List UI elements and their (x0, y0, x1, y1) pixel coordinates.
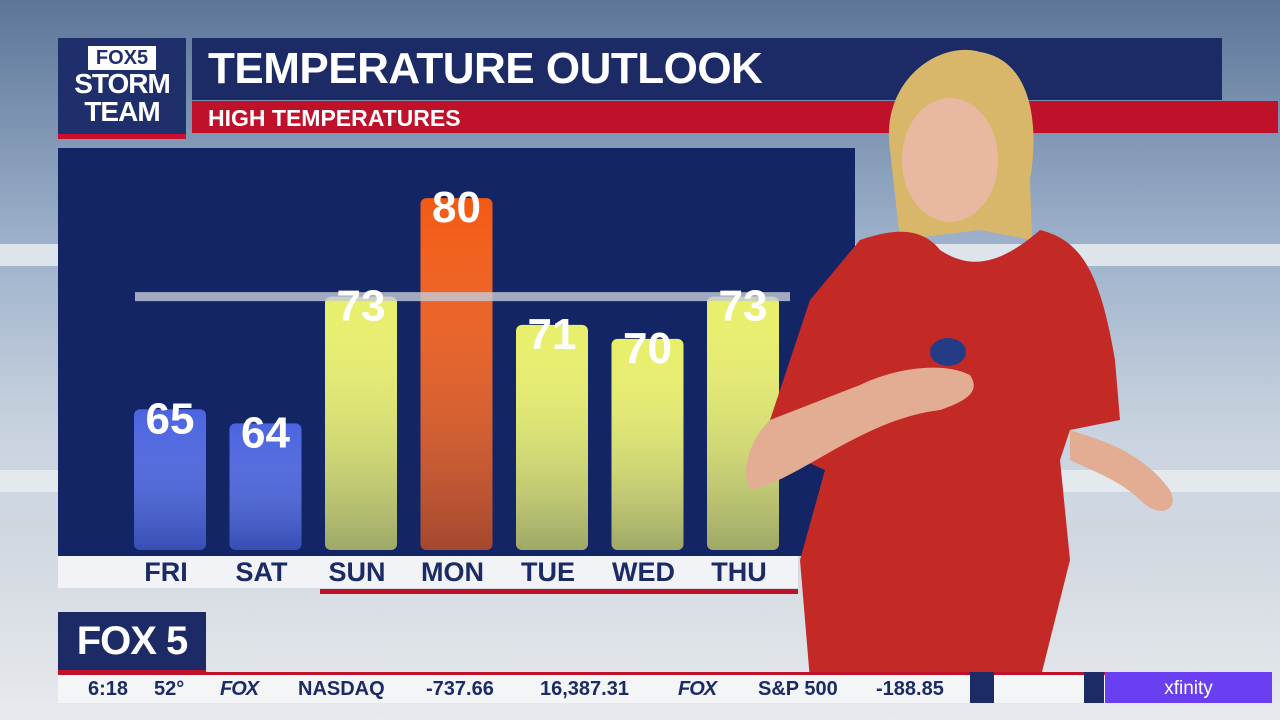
fox5-bug-text: FOX 5 (76, 618, 189, 663)
ticker-nasdaq-name: NASDAQ (298, 678, 385, 700)
day-label-thu: THU (711, 557, 767, 587)
value-label-mon: 80 (432, 183, 481, 232)
page-title: TEMPERATURE OUTLOOK (208, 44, 763, 93)
bar-shade (516, 324, 588, 550)
value-label-tue: 71 (528, 310, 577, 359)
fox5-bug: FOX 5 (58, 612, 206, 674)
ticker-divider (970, 672, 994, 703)
day-label-sat: SAT (236, 557, 289, 587)
ticker-time: 6:18 (88, 678, 129, 700)
ticker-fox-logo: FOX (678, 678, 717, 700)
value-label-fri: 65 (146, 394, 195, 443)
storm-team-logo: FOX5 STORM TEAM (58, 38, 186, 139)
xfinity-sponsor: xfinity (1105, 672, 1272, 703)
day-label-wed: WED (612, 557, 675, 587)
ticker-sp500-name: S&P 500 (758, 678, 838, 700)
label-accent-line (320, 589, 798, 594)
ticker-nasdaq-change: -737.66 (426, 678, 494, 700)
subtitle-bar: HIGH TEMPERATURES (192, 101, 1278, 133)
logo-storm: STORM (74, 68, 171, 99)
logo-team: TEAM (84, 96, 160, 127)
page-subtitle: HIGH TEMPERATURES (208, 105, 461, 131)
bar-shade (325, 296, 397, 550)
day-label-sun: SUN (328, 557, 385, 587)
bar-shade (611, 338, 684, 550)
day-label-strip (58, 556, 798, 588)
ticker-nasdaq-value: 16,387.31 (540, 678, 629, 700)
ticker-divider (1084, 672, 1104, 703)
bar-shade (229, 423, 302, 550)
logo-fox5: FOX5 (87, 46, 157, 70)
title-bar: TEMPERATURE OUTLOOK (192, 38, 1222, 100)
value-label-sun: 73 (337, 282, 386, 331)
value-label-wed: 70 (623, 324, 672, 373)
ticker-temperature: 52° (154, 678, 185, 700)
ticker-fox-logo: FOX (220, 678, 259, 700)
ticker-sp500-change: -188.85 (876, 678, 944, 700)
day-label-tue: TUE (521, 557, 575, 587)
presenter-figure (746, 49, 1173, 680)
bar-shade (420, 198, 493, 551)
ticker-bar: 6:18 52° FOX NASDAQ -737.66 16,387.31 FO… (58, 672, 1272, 703)
day-label-fri: FRI (144, 557, 188, 587)
bar-shade (134, 409, 206, 550)
value-label-sat: 64 (241, 408, 290, 457)
value-label-thu: 73 (719, 282, 768, 331)
day-label-mon: MON (421, 557, 484, 587)
